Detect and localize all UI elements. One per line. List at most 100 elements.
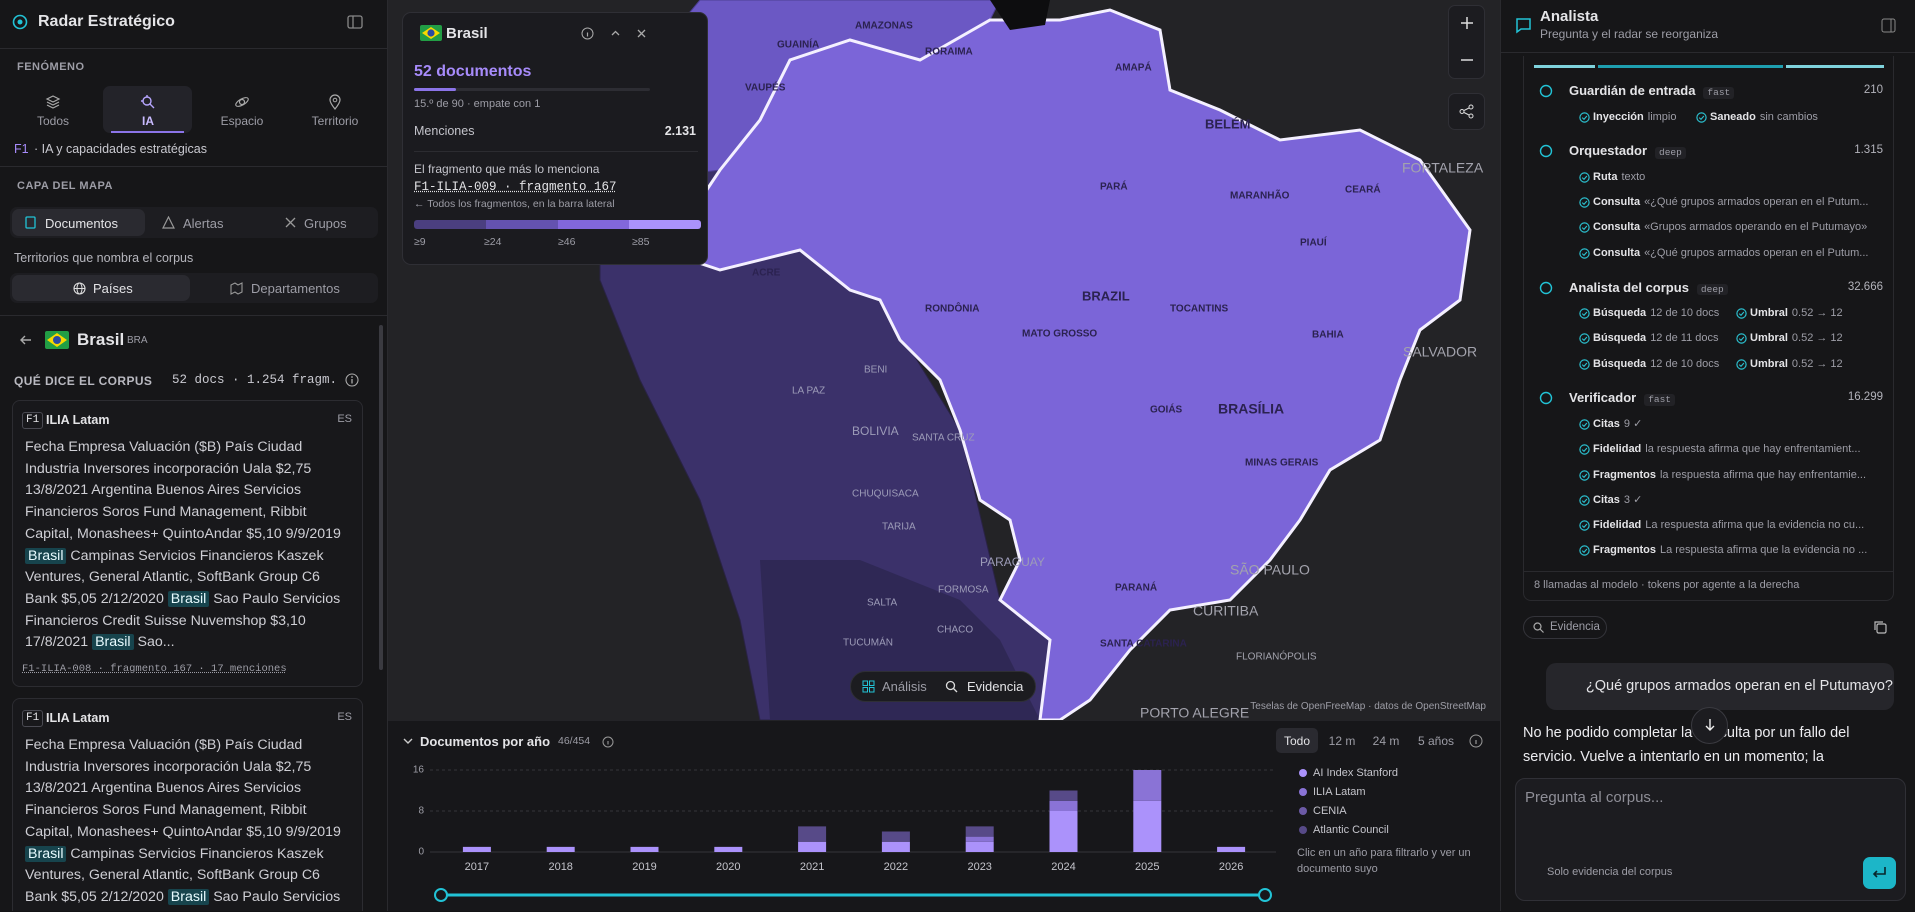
item-label: Búsqueda xyxy=(1593,357,1647,370)
bar-segment[interactable] xyxy=(714,846,743,852)
collapse-button[interactable] xyxy=(347,14,363,30)
item-label: Umbral xyxy=(1750,332,1788,345)
zoom-in[interactable] xyxy=(1460,16,1474,30)
bar-segment[interactable] xyxy=(1133,770,1162,801)
item-label: Fragmentos xyxy=(1593,468,1656,481)
step-icon-shape xyxy=(1539,392,1553,405)
range-slider-handle[interactable] xyxy=(1258,888,1272,902)
layer-option[interactable]: Documentos xyxy=(45,216,118,231)
range-slider-handle[interactable] xyxy=(434,888,448,902)
map[interactable]: AMAZONAS GUAINÍA VAUPÉS RORAIMA AMAPÁ BE… xyxy=(388,0,1500,720)
layer-option[interactable]: Grupos xyxy=(304,216,347,231)
analyst-title: Analista xyxy=(1540,8,1599,25)
mode-option[interactable]: Evidencia xyxy=(967,679,1024,694)
fragments-link[interactable]: ← Todos los fragmentos, en la barra late… xyxy=(414,198,615,210)
map-label: TUCUMÁN xyxy=(843,636,893,649)
check-icon xyxy=(1579,419,1590,430)
chart-title: Documentos por año xyxy=(420,734,551,749)
info-icon[interactable] xyxy=(345,373,359,387)
bar-segment[interactable] xyxy=(965,826,994,837)
territory-level[interactable]: Departamentos xyxy=(251,281,340,296)
layer-icon xyxy=(25,216,36,229)
check-circle xyxy=(1736,308,1747,319)
check-icon xyxy=(1696,111,1707,123)
document-card[interactable]: F1 ILIA Latam ES Fecha Empresa Valuación ($… xyxy=(12,400,363,687)
range-option[interactable]: 12 m xyxy=(1328,734,1356,748)
collapse-popup[interactable] xyxy=(609,27,622,40)
close-popup[interactable] xyxy=(635,27,648,40)
step-name: Guardián de entrada xyxy=(1569,83,1696,98)
bar-segment[interactable] xyxy=(965,836,994,842)
check-mark xyxy=(1581,362,1588,367)
bar-segment[interactable] xyxy=(1049,811,1078,852)
question-input[interactable] xyxy=(1515,778,1906,901)
info-icon[interactable] xyxy=(581,27,594,40)
check-mark xyxy=(1738,362,1745,367)
bar-segment[interactable] xyxy=(630,846,659,852)
bar-segment[interactable] xyxy=(881,831,910,842)
check-circle xyxy=(1579,495,1590,506)
search-icon xyxy=(945,680,958,693)
send-button[interactable] xyxy=(1863,857,1896,889)
map-city: BELÉM xyxy=(1205,116,1251,131)
range-option[interactable]: 24 m xyxy=(1372,734,1400,748)
divider xyxy=(0,315,387,316)
map-country: BRAZIL xyxy=(1082,288,1130,303)
share-button[interactable] xyxy=(1448,93,1485,130)
item-label: Búsqueda xyxy=(1593,332,1647,345)
check-icon xyxy=(1579,444,1590,455)
bar-segment[interactable] xyxy=(965,841,994,852)
info-icon[interactable] xyxy=(602,736,614,748)
card-snippet: Fecha Empresa Valuación ($B) País Ciudad… xyxy=(25,735,355,911)
card-footer[interactable]: F1-ILIA-008 · fragmento 167 · 17 mencion… xyxy=(22,663,287,675)
x-tick-label: 2025 xyxy=(1135,861,1159,873)
popup-documents: 52 documentos xyxy=(414,63,532,80)
user-bubble xyxy=(1546,663,1894,710)
evidence-chip[interactable] xyxy=(1523,616,1607,639)
x-tick-label: 2021 xyxy=(800,861,824,873)
bar-segment[interactable] xyxy=(881,841,910,852)
range-option[interactable]: Todo xyxy=(1283,734,1311,748)
send-icon xyxy=(1872,867,1886,878)
progress-segment xyxy=(1534,65,1596,68)
check-icon xyxy=(1579,222,1590,234)
zoom-out[interactable] xyxy=(1460,53,1474,67)
snippet-text: Sao Paulo Servicios Financieros Credit S… xyxy=(25,590,341,651)
scale-step xyxy=(414,220,486,229)
territory-level[interactable]: Países xyxy=(93,281,133,296)
step-icon-shape xyxy=(1539,281,1553,294)
check-icon xyxy=(1579,545,1590,557)
back-button[interactable] xyxy=(19,333,33,347)
snippet-text: Sao... xyxy=(133,634,175,651)
phenomenon-tab[interactable]: IA xyxy=(142,114,154,128)
layer-option[interactable]: Alertas xyxy=(183,216,224,231)
bar-segment[interactable] xyxy=(1049,800,1078,811)
mode-option[interactable]: Análisis xyxy=(882,679,927,694)
item-detail: sin cambios xyxy=(1759,110,1818,123)
bar-segment[interactable] xyxy=(546,846,575,852)
bar-segment[interactable] xyxy=(798,841,827,852)
active-underline xyxy=(111,131,184,133)
phenomenon-tab[interactable]: Todos xyxy=(36,114,70,128)
bar-segment[interactable] xyxy=(1133,800,1162,852)
search-icon xyxy=(1533,622,1544,633)
bar-segment[interactable] xyxy=(1217,846,1246,852)
step-name: Analista del corpus xyxy=(1569,279,1689,295)
copy-button[interactable] xyxy=(1873,620,1888,635)
range-option[interactable]: 5 años xyxy=(1417,734,1455,748)
step-tokens: 32.666 xyxy=(1847,280,1883,293)
info-icon[interactable] xyxy=(1469,734,1483,748)
bar-segment[interactable] xyxy=(1049,790,1078,801)
collapse-panel[interactable] xyxy=(1881,18,1896,33)
scrollbar[interactable] xyxy=(379,325,383,670)
phenomenon-tab[interactable]: Espacio xyxy=(220,114,264,128)
check-circle xyxy=(1736,358,1747,370)
bar-segment[interactable] xyxy=(798,826,827,842)
fragment-link[interactable]: F1-ILIA-009 · fragmento 167 xyxy=(414,180,617,194)
item-detail: «¿Qué grupos armados operan en el Putum.… xyxy=(1644,246,1869,259)
document-card[interactable]: F1 ILIA Latam ES Fecha Empresa Valuación ($… xyxy=(12,698,363,911)
phenomenon-tab[interactable]: Territorio xyxy=(311,114,359,128)
bar-segment[interactable] xyxy=(462,846,491,852)
collapse-chart[interactable] xyxy=(402,735,414,747)
